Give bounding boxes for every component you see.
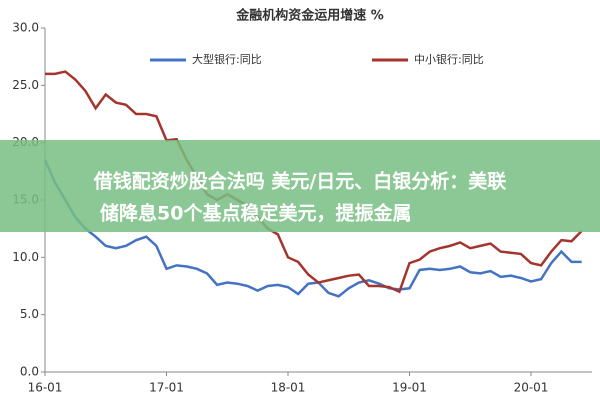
legend-label: 中小银行:同比: [414, 52, 484, 66]
x-tick-label: 17-01: [149, 381, 184, 395]
x-tick-label: 16-01: [28, 381, 63, 395]
banner-line: 借钱配资炒股合法吗 美元/日元、白银分析：美联: [93, 170, 507, 193]
banner-bg: [0, 140, 600, 232]
x-tick-label: 19-01: [392, 381, 427, 395]
chart-title: 金融机构资金运用增速 %: [235, 8, 384, 24]
series-line: [43, 159, 582, 298]
y-tick-label: 0.0: [20, 365, 39, 379]
y-tick-label: 5.0: [20, 307, 39, 321]
x-tick-label: 20-01: [514, 381, 549, 395]
series-line: [45, 70, 583, 294]
legend-label: 大型银行:同比: [192, 52, 262, 66]
y-tick-label: 10.0: [12, 250, 39, 264]
banner-line: 储降息50个基点稳定美元，提振金属: [100, 202, 411, 225]
y-tick-label: 30.0: [12, 21, 39, 35]
x-tick-label: 18-01: [271, 381, 306, 395]
y-tick-label: 25.0: [12, 78, 39, 92]
